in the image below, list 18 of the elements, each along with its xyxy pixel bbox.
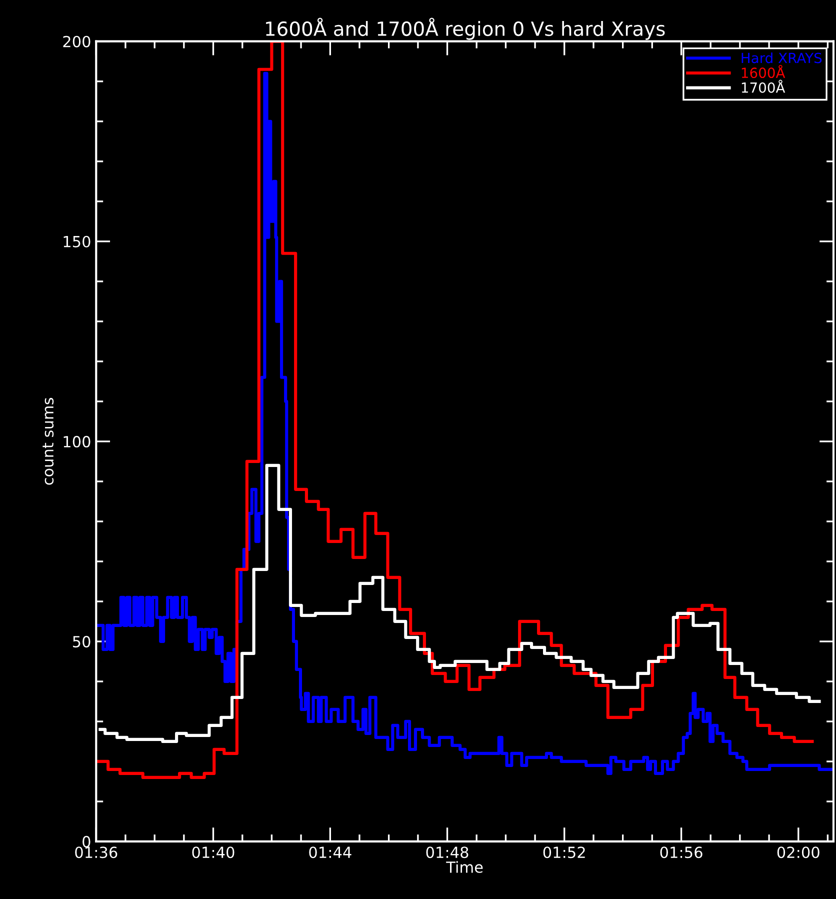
- legend-label: 1700Å: [742, 80, 786, 93]
- x-tick-label: 01:40: [192, 846, 234, 858]
- legend-label: 1600Å: [742, 64, 786, 78]
- y-tick-label: 100: [64, 436, 90, 448]
- x-tick-label: 01:44: [309, 846, 352, 858]
- legend-label: Hard XRAYS: [742, 52, 822, 64]
- x-tick-label: 01:56: [660, 846, 702, 858]
- y-axis-title: count sums: [42, 398, 54, 485]
- x-tick-label: 01:52: [543, 846, 585, 858]
- x-tick-label: 02:00: [777, 846, 820, 858]
- y-tick-label: 150: [64, 236, 90, 248]
- x-tick-label: 01:48: [426, 846, 468, 858]
- chart-title: 1600Å and 1700Å region 0 Vs hard Xrays: [266, 18, 665, 40]
- x-tick-label: 01:36: [75, 846, 118, 858]
- x-axis-title: Time: [446, 861, 483, 873]
- y-tick-label: 0: [82, 836, 90, 848]
- y-tick-label: 50: [73, 636, 90, 648]
- y-tick-label: 200: [63, 36, 90, 48]
